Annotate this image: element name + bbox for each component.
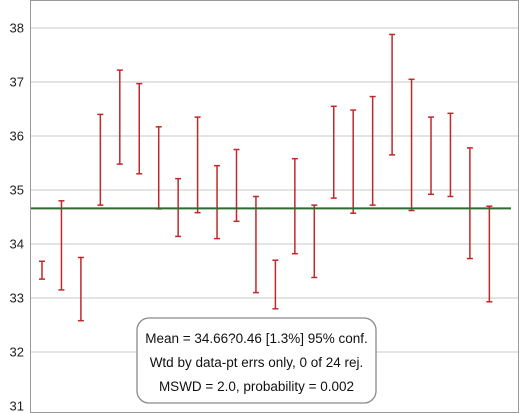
error-bar-9 — [194, 116, 201, 214]
y-tick-label: 38 — [10, 21, 24, 36]
y-tick-label: 34 — [10, 237, 24, 252]
error-bar-18 — [369, 95, 376, 206]
error-bar-10 — [214, 164, 221, 240]
error-bar-1 — [39, 260, 45, 280]
stats-mean-line: Mean = 34.66?0.46 [1.3%] 95% conf. — [145, 331, 368, 346]
error-bar-5 — [116, 69, 123, 165]
y-tick-label: 32 — [10, 345, 24, 360]
stats-weighting-line: Wtd by data-pt errs only, 0 of 24 rej. — [150, 355, 364, 370]
stats-box: Mean = 34.66?0.46 [1.3%] 95% conf. Wtd b… — [136, 317, 377, 404]
error-bar-16 — [330, 105, 337, 199]
error-bar-17 — [350, 109, 357, 214]
stats-box-frame — [136, 317, 377, 404]
error-bar-22 — [447, 112, 454, 198]
y-tick-label: 33 — [10, 291, 24, 306]
error-bar-20 — [408, 78, 415, 212]
gridlines — [31, 27, 518, 353]
error-bar-14 — [291, 157, 298, 255]
error-bar-2 — [58, 200, 65, 291]
error-bar-24 — [486, 205, 493, 303]
y-tick-label: 31 — [10, 399, 24, 413]
error-bar-13 — [272, 259, 279, 310]
y-tick-label: 37 — [10, 75, 24, 90]
y-axis-ticks: 31 32 33 34 35 36 37 38 — [10, 21, 24, 413]
error-bar-19 — [389, 33, 396, 156]
error-bar-23 — [466, 147, 473, 260]
y-tick-label: 35 — [10, 183, 24, 198]
error-bar-12 — [252, 195, 259, 294]
stats-mswd-line: MSWD = 2.0, probability = 0.002 — [159, 379, 354, 394]
error-bar-3 — [77, 256, 84, 322]
error-bar-6 — [136, 82, 143, 175]
error-bar-15 — [311, 204, 318, 279]
error-bar-4 — [97, 113, 104, 206]
error-bars — [39, 33, 493, 322]
error-bar-21 — [428, 116, 434, 196]
y-tick-label: 36 — [10, 129, 24, 144]
